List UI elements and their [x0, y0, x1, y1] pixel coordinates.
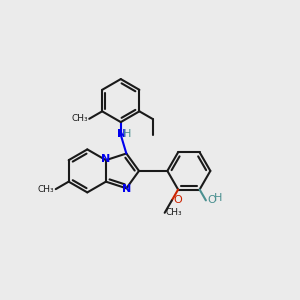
Text: CH₃: CH₃ — [71, 114, 88, 123]
Text: H: H — [123, 129, 131, 139]
Text: N: N — [117, 129, 126, 139]
Text: N: N — [101, 154, 110, 164]
Text: CH₃: CH₃ — [38, 184, 54, 194]
Text: O: O — [207, 195, 216, 206]
Text: O: O — [173, 195, 182, 206]
Text: CH₃: CH₃ — [166, 208, 182, 217]
Text: H: H — [214, 193, 222, 203]
Text: N: N — [122, 184, 132, 194]
